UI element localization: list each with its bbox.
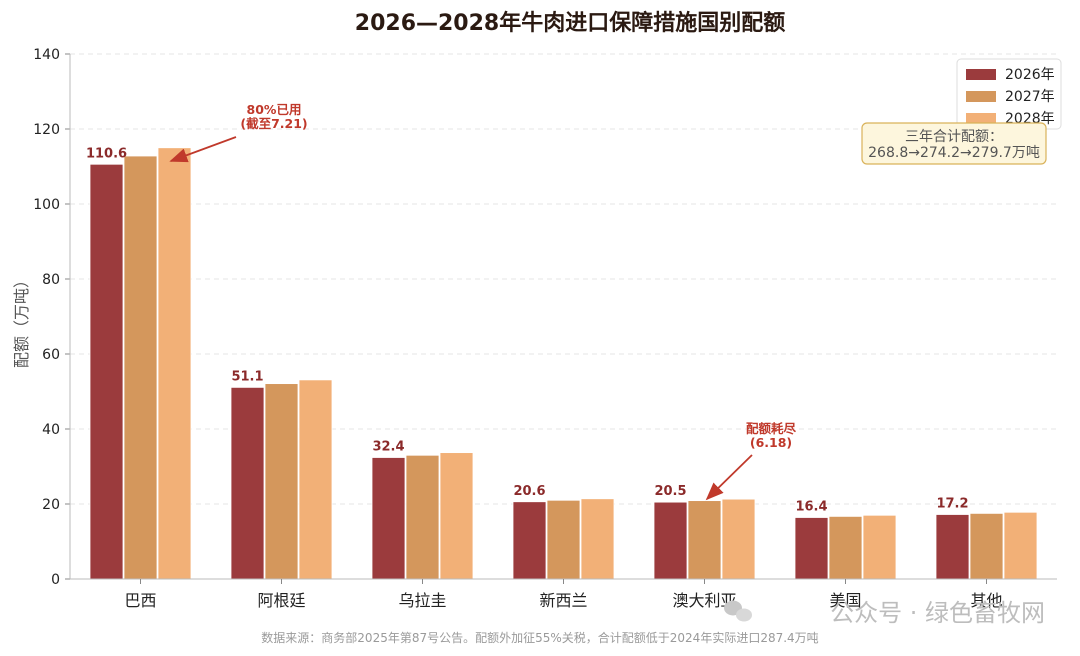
legend-label: 2026年 — [1005, 67, 1055, 83]
data-label: 51.1 — [231, 369, 263, 384]
summary-box-frame — [861, 122, 1047, 165]
wechat-icon — [724, 600, 752, 622]
bar — [298, 379, 333, 580]
bar — [157, 147, 192, 580]
bar — [862, 514, 897, 580]
bar — [512, 501, 547, 580]
summary-text: 三年合计配额： — [905, 129, 1003, 145]
x-axis: 巴西 阿根廷 乌拉圭 新西兰 澳大利亚 美国 其他 — [70, 578, 1057, 610]
data-label: 32.4 — [372, 440, 404, 455]
x-tick-label: 新西兰 — [539, 591, 587, 610]
data-label: 110.6 — [86, 146, 127, 161]
x-tick-label: 其他 — [970, 591, 1002, 610]
bar — [653, 501, 688, 580]
annotation-text: 80%已用 — [247, 102, 302, 117]
bar — [371, 457, 406, 580]
y-tick-label: 60 — [42, 347, 60, 363]
y-tick-label: 100 — [33, 197, 60, 213]
bar — [794, 517, 829, 580]
y-tick-label: 140 — [33, 47, 60, 63]
bar — [230, 386, 265, 580]
legend-swatch — [966, 113, 996, 124]
x-tick-label: 阿根廷 — [257, 591, 305, 610]
x-tick-label: 巴西 — [124, 591, 156, 610]
y-tick-label: 80 — [42, 272, 60, 288]
bar — [264, 383, 299, 580]
annotations: 80%已用(截至7.21) 配额耗尽(6.18) — [169, 102, 797, 501]
bar — [405, 454, 440, 580]
annotation: 80%已用(截至7.21) — [169, 102, 308, 163]
annotation-text: (截至7.21) — [240, 116, 307, 131]
bar — [546, 499, 581, 580]
data-label: 16.4 — [795, 500, 827, 515]
chart-title: 2026—2028年牛肉进口保障措施国别配额 — [355, 10, 785, 36]
annotation-arrow — [705, 454, 753, 501]
bar — [969, 512, 1004, 580]
source-note: 数据来源：商务部2025年第87号公告。配额外加征55%关税，合计配额低于202… — [261, 630, 818, 645]
y-axis: 0 20 40 60 80 100 120 140 — [33, 47, 71, 588]
y-tick-label: 120 — [33, 122, 60, 138]
bar — [721, 498, 756, 580]
bar — [123, 155, 158, 580]
bar — [1003, 511, 1038, 580]
data-label: 20.5 — [654, 484, 686, 499]
data-label: 17.2 — [936, 497, 968, 512]
y-tick-label: 0 — [51, 572, 60, 588]
bar — [439, 452, 474, 580]
x-tick-label: 澳大利亚 — [672, 591, 736, 610]
y-tick-label: 40 — [42, 422, 60, 438]
legend-swatch — [966, 69, 996, 80]
y-tick-label: 20 — [42, 497, 60, 513]
data-label: 20.6 — [513, 484, 545, 499]
bar — [935, 514, 970, 580]
bar — [687, 500, 722, 580]
watermark: 公众号 · 绿色畜牧网 — [830, 599, 1045, 627]
x-tick-label: 美国 — [829, 591, 861, 610]
bar — [89, 163, 124, 580]
summary-text: 268.8→274.2→279.7万吨 — [868, 145, 1040, 161]
annotation-arrow — [169, 136, 237, 163]
data-labels: 110.6 51.1 32.4 20.6 20.5 16.4 17.2 — [86, 146, 969, 514]
bar — [828, 515, 863, 580]
annotation: 配额耗尽(6.18) — [705, 421, 797, 501]
legend-label: 2027年 — [1005, 89, 1055, 105]
summary-box: 三年合计配额：268.8→274.2→279.7万吨 — [861, 122, 1047, 165]
grid — [70, 53, 1057, 505]
annotation-text: 配额耗尽 — [746, 421, 797, 436]
y-axis-label: 配额（万吨） — [12, 272, 31, 368]
annotation-text: (6.18) — [750, 435, 792, 450]
legend-swatch — [966, 91, 996, 102]
x-tick-label: 乌拉圭 — [398, 591, 446, 610]
bars — [89, 147, 1038, 580]
bar — [580, 498, 615, 580]
